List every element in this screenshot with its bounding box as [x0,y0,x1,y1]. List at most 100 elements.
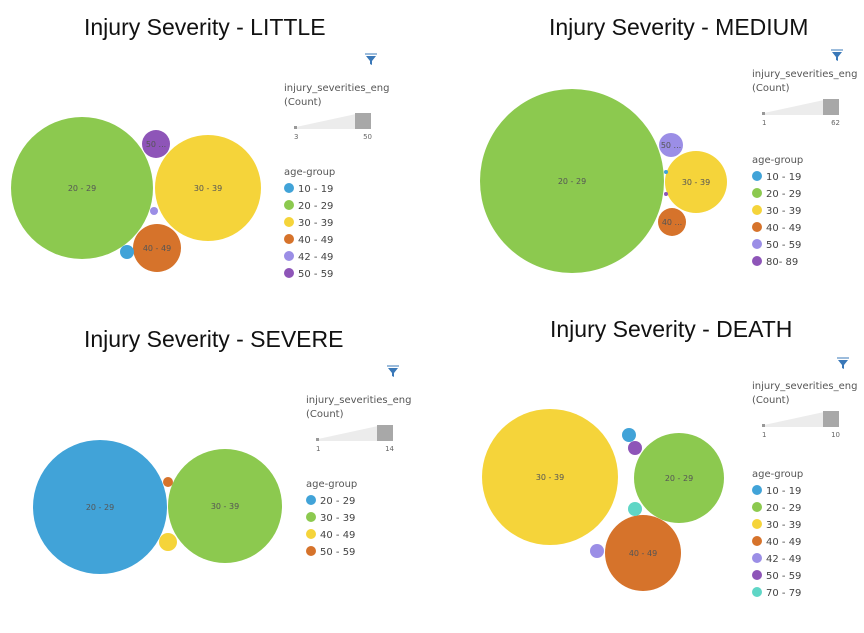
legend-item[interactable]: 70 - 79 [752,587,801,599]
size-legend-subtitle: (Count) [306,409,344,420]
legend-swatch [284,183,294,193]
legend-item[interactable]: 10 - 19 [284,183,333,195]
bubble-50-59[interactable] [659,133,683,157]
filter-icon[interactable] [837,357,849,369]
size-legend-title: injury_severities_eng [306,395,411,406]
size-legend-ramp [296,114,356,129]
size-legend-max-marker [377,425,393,441]
legend-swatch [752,188,762,198]
legend-label: 40 - 49 [320,530,355,541]
legend-swatch [284,234,294,244]
size-legend-min-marker [762,424,765,427]
size-legend-ramp [764,412,824,427]
bubble-50-59[interactable] [628,441,642,455]
legend-label: 10 - 19 [298,184,333,195]
bubble-30-39[interactable] [155,135,261,241]
bubble-42-49[interactable] [590,544,604,558]
legend-label: 20 - 29 [298,201,333,212]
legend-item[interactable]: 30 - 39 [306,512,355,524]
legend-item[interactable]: 20 - 29 [752,188,801,200]
legend-item[interactable]: 40 - 49 [752,222,801,234]
legend-item[interactable]: 50 - 59 [306,546,355,558]
legend-label: 40 - 49 [298,235,333,246]
bubble-40-49[interactable] [658,208,686,236]
legend-item[interactable]: 30 - 39 [284,217,333,229]
bubble-20-29[interactable] [480,89,664,273]
size-legend-max-marker [823,411,839,427]
bubble-label: 30 - 39 [536,473,564,482]
legend-item[interactable]: 40 - 49 [284,234,333,246]
filter-icon[interactable] [831,49,843,61]
legend-swatch [752,519,762,529]
bubble-label: 20 - 29 [558,177,586,186]
chart-title: Injury Severity - LITTLE [84,14,326,40]
chart-panel-medium: Injury Severity - MEDIUM 20 - 29 30 - 39 5… [432,0,864,316]
legend-swatch [306,512,316,522]
legend-item[interactable]: 42 - 49 [284,251,333,263]
legend-swatch [752,502,762,512]
bubble-label: 50 ... [146,140,166,149]
bubble-40-49[interactable] [159,533,177,551]
legend-label: 40 - 49 [766,537,801,548]
legend-label: 10 - 19 [766,172,801,183]
legend-label: 50 - 59 [766,240,801,251]
bubble-30-39[interactable] [482,409,618,545]
filter-icon[interactable] [365,53,377,65]
size-legend-min: 1 [316,445,320,453]
bubble-10-19[interactable] [622,428,636,442]
legend-item[interactable]: 20 - 29 [306,495,355,507]
legend-item[interactable]: 30 - 39 [752,519,801,531]
legend-item[interactable]: 50 - 59 [752,239,801,251]
size-legend-min-marker [316,438,319,441]
legend-label: 50 - 59 [766,571,801,582]
bubble-70-79[interactable] [628,502,642,516]
bubble-80-89[interactable] [664,192,668,196]
bubble-label: 20 - 29 [86,503,114,512]
legend-title: age-group [306,479,357,490]
bubble-chart: 20 - 29 30 - 39 50 ... 40 ... injury_severit… [480,49,857,273]
legend-item[interactable]: 50 - 59 [752,570,801,582]
bubble-label: 40 - 49 [143,244,171,253]
legend-label: 30 - 39 [766,206,801,217]
bubble-30-39[interactable] [168,449,282,563]
legend-item[interactable]: 40 - 49 [306,529,355,541]
legend-label: 10 - 19 [766,486,801,497]
filter-icon[interactable] [387,365,399,377]
bubble-label: 50 ... [661,141,681,150]
bubble-40-49[interactable] [133,224,181,272]
bubble-40-49[interactable] [605,515,681,591]
bubble-chart: 30 - 39 20 - 29 40 - 49 injury_severities_e… [482,357,857,599]
bubble-20-29[interactable] [11,117,153,259]
legend-item[interactable]: 80- 89 [752,256,798,268]
bubble-30-39[interactable] [665,151,727,213]
legend-item[interactable]: 40 - 49 [752,536,801,548]
legend-item[interactable]: 10 - 19 [752,485,801,497]
bubble-50-59[interactable] [163,477,173,487]
legend-label: 30 - 39 [298,218,333,229]
legend-label: 30 - 39 [320,513,355,524]
legend-swatch [752,536,762,546]
size-legend-max-marker [355,113,371,129]
chart-title: Injury Severity - MEDIUM [549,14,809,40]
bubble-42-49[interactable] [150,207,158,215]
chart-panel-little: Injury Severity - LITTLE 20 - 29 30 - 39 4… [0,0,432,316]
bubble-10-19[interactable] [120,245,134,259]
legend-swatch [752,171,762,181]
legend-item[interactable]: 20 - 29 [284,200,333,212]
legend-item[interactable]: 10 - 19 [752,171,801,183]
bubble-10-19[interactable] [664,170,668,174]
legend-swatch [284,200,294,210]
legend-label: 20 - 29 [320,496,355,507]
bubble-50-59[interactable] [142,130,170,158]
bubble-20-29[interactable] [634,433,724,523]
legend-item[interactable]: 50 - 59 [284,268,333,280]
bubble-chart: 20 - 29 30 - 39 injury_severities_eng (Coun… [33,365,411,574]
legend-item[interactable]: 42 - 49 [752,553,801,565]
legend-item[interactable]: 20 - 29 [752,502,801,514]
chart-panel-death: Injury Severity - DEATH 30 - 39 20 - 29 40… [432,316,864,633]
bubble-label: 30 - 39 [211,502,239,511]
size-legend-min: 1 [762,119,766,127]
bubble-20-29[interactable] [33,440,167,574]
size-legend-max: 50 [363,133,372,141]
legend-item[interactable]: 30 - 39 [752,205,801,217]
